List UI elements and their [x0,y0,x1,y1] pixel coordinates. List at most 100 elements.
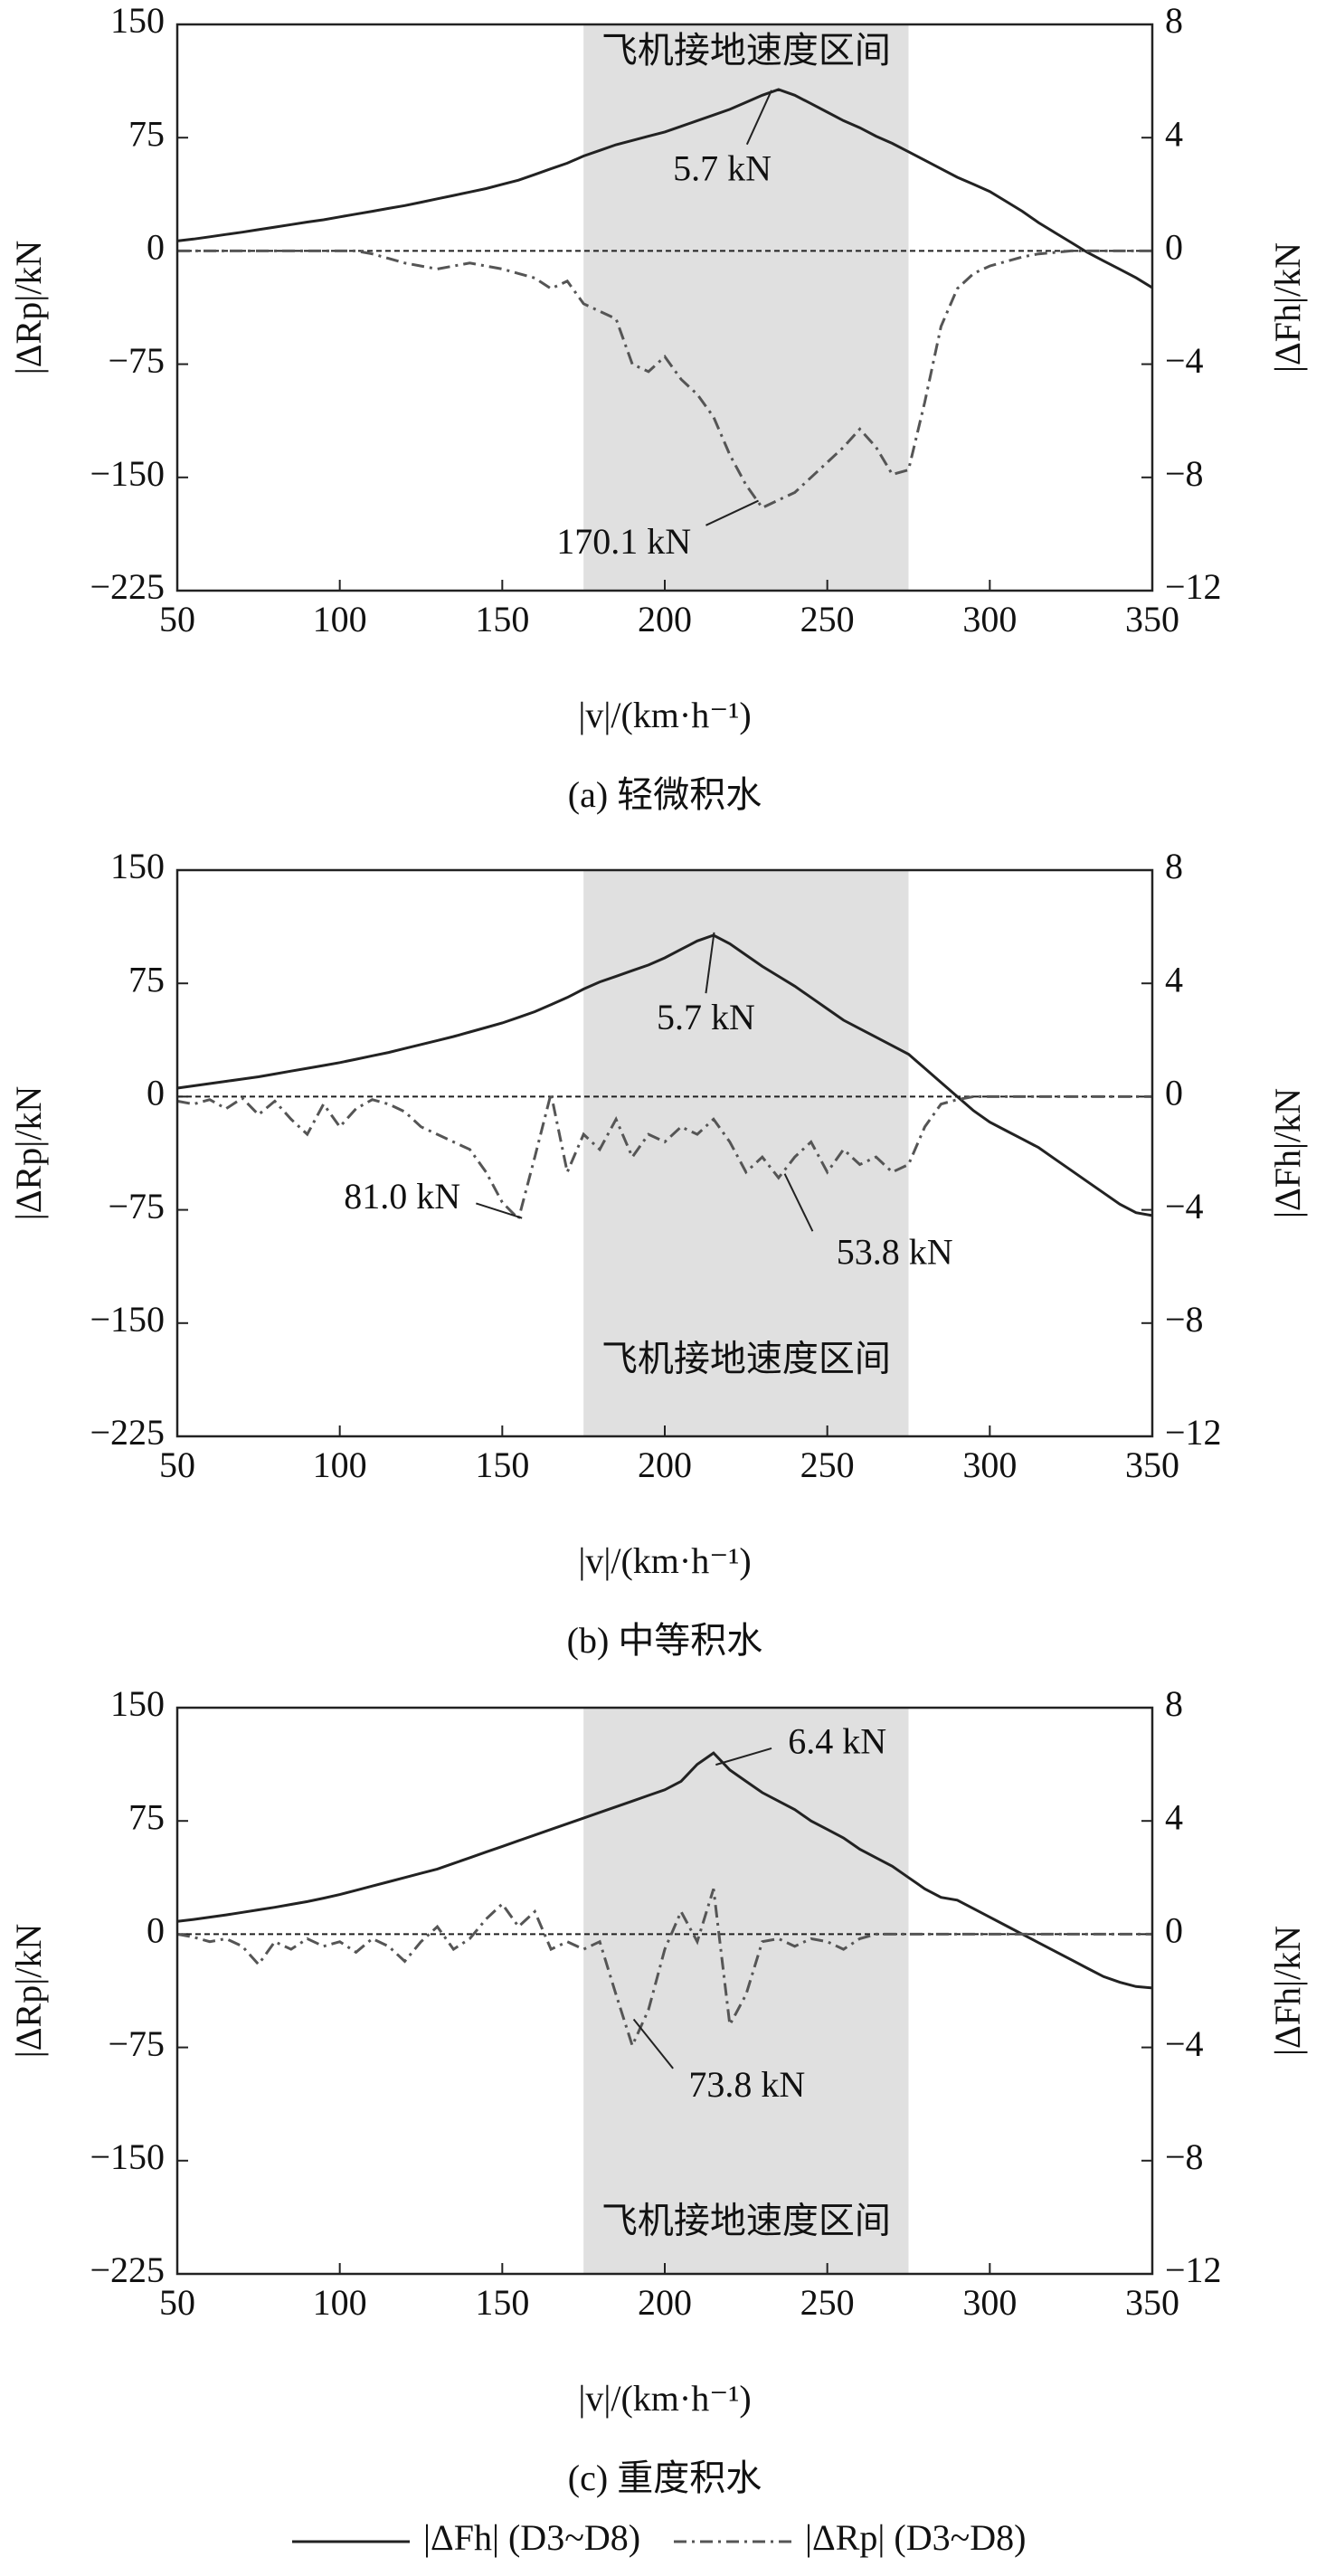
annotation-leader [705,932,715,994]
annotation-leader [476,1202,523,1219]
y2-tick-label: 0 [1165,1910,1183,1951]
x-tick-label: 100 [313,599,367,639]
x-tick-label: 350 [1125,2282,1179,2323]
y2-axis-label: |ΔFh|/kN [1267,242,1308,373]
y-tick-label: 0 [147,1073,165,1113]
y2-tick-label: 4 [1165,113,1183,154]
y-tick-label: 150 [110,0,165,41]
x-tick-label: 50 [159,2282,195,2323]
caption: (b) 中等积水 [567,1620,763,1661]
caption: (a) 轻微积水 [568,774,762,815]
x-tick-label: 200 [638,2282,692,2323]
annotation: 5.7 kN [673,148,772,189]
span-label: 飞机接地速度区间 [601,2200,891,2240]
series-line [176,1751,1153,1990]
y2-axis-label: |ΔFh|/kN [1267,1088,1308,1218]
x-tick-label: 100 [313,2282,367,2323]
y-tick-label: 75 [128,959,165,999]
y2-tick-label: −4 [1165,2023,1204,2064]
x-tick-label: 200 [638,599,692,639]
y-tick-label: −150 [90,2136,165,2177]
y-tick-label: 75 [128,113,165,154]
x-tick-label: 150 [475,2282,529,2323]
x-tick-label: 300 [962,599,1017,639]
annotation: 73.8 kN [688,2064,805,2105]
y2-axis-label: |ΔFh|/kN [1267,1926,1308,2056]
y2-tick-label: −8 [1165,1299,1204,1340]
y-tick-label: 150 [110,1683,165,1724]
y-tick-label: −150 [90,453,165,494]
x-axis-label: |v|/(km·h⁻¹) [578,695,751,735]
x-tick-label: 250 [800,599,855,639]
x-axis-label: |v|/(km·h⁻¹) [578,2378,751,2419]
touchdown-span [583,24,909,591]
x-tick-label: 350 [1125,1444,1179,1485]
annotation: 81.0 kN [344,1176,460,1217]
annotation-leader [715,1747,772,1766]
y2-tick-label: 4 [1165,1796,1183,1837]
x-tick-label: 50 [159,1444,195,1485]
legend-label: |ΔFh| (D3~D8) [423,2517,640,2558]
plot-frame [175,23,1154,592]
series-line [176,1888,1152,2050]
y-tick-label: −75 [108,2023,165,2064]
y2-tick-label: 4 [1165,959,1183,999]
y2-tick-label: 0 [1165,227,1183,268]
x-tick-label: 250 [800,1444,855,1485]
y-tick-label: 0 [147,227,165,268]
plot-frame [175,1706,1154,2276]
y-axis-label: |ΔRp|/kN [8,1086,49,1220]
annotation-leader [783,1173,814,1232]
x-tick-label: 300 [962,2282,1017,2323]
y2-tick-label: −12 [1165,2249,1222,2290]
annotation-leader [632,2018,674,2069]
x-tick-label: 250 [800,2282,855,2323]
y-axis-label: |ΔRp|/kN [8,1924,49,2058]
x-tick-label: 200 [638,1444,692,1485]
annotation-leader [745,90,772,146]
x-tick-label: 100 [313,1444,367,1485]
y-tick-label: 0 [147,1910,165,1951]
y-tick-label: −225 [90,1412,165,1453]
y2-tick-label: 8 [1165,1683,1183,1724]
annotation: 53.8 kN [837,1232,953,1273]
x-tick-label: 50 [159,599,195,639]
y2-tick-label: 8 [1165,0,1183,41]
annotation-leader [705,499,759,526]
y-axis-label: |ΔRp|/kN [8,241,49,374]
y2-tick-label: 8 [1165,846,1183,886]
x-tick-label: 150 [475,599,529,639]
series-line [176,88,1153,289]
y2-tick-label: −8 [1165,453,1204,494]
series-line [177,249,1152,510]
y2-tick-label: −4 [1165,1186,1204,1226]
y-tick-label: −225 [90,566,165,607]
y-tick-label: 75 [128,1796,165,1837]
annotation: 6.4 kN [788,1721,886,1762]
y-tick-label: −150 [90,1299,165,1340]
y-tick-label: −75 [108,340,165,381]
y-tick-label: 150 [110,846,165,886]
span-label: 飞机接地速度区间 [601,1339,891,1379]
y2-tick-label: −4 [1165,340,1204,381]
legend-label: |ΔRp| (D3~D8) [805,2517,1026,2558]
series-line [176,1093,1152,1222]
annotation: 170.1 kN [556,521,691,562]
x-axis-label: |v|/(km·h⁻¹) [578,1540,751,1581]
y2-tick-label: 0 [1165,1073,1183,1113]
plot-frame [175,868,1154,1438]
series-line [176,933,1153,1217]
y2-tick-label: −12 [1165,1412,1222,1453]
touchdown-span [583,870,909,1436]
y2-tick-label: −8 [1165,2136,1204,2177]
x-tick-label: 300 [962,1444,1017,1485]
y-tick-label: −225 [90,2249,165,2290]
x-tick-label: 350 [1125,599,1179,639]
x-tick-label: 150 [475,1444,529,1485]
span-label: 飞机接地速度区间 [601,30,891,71]
annotation: 5.7 kN [657,997,755,1037]
y-tick-label: −75 [108,1186,165,1226]
caption: (c) 重度积水 [568,2458,762,2498]
y2-tick-label: −12 [1165,566,1222,607]
